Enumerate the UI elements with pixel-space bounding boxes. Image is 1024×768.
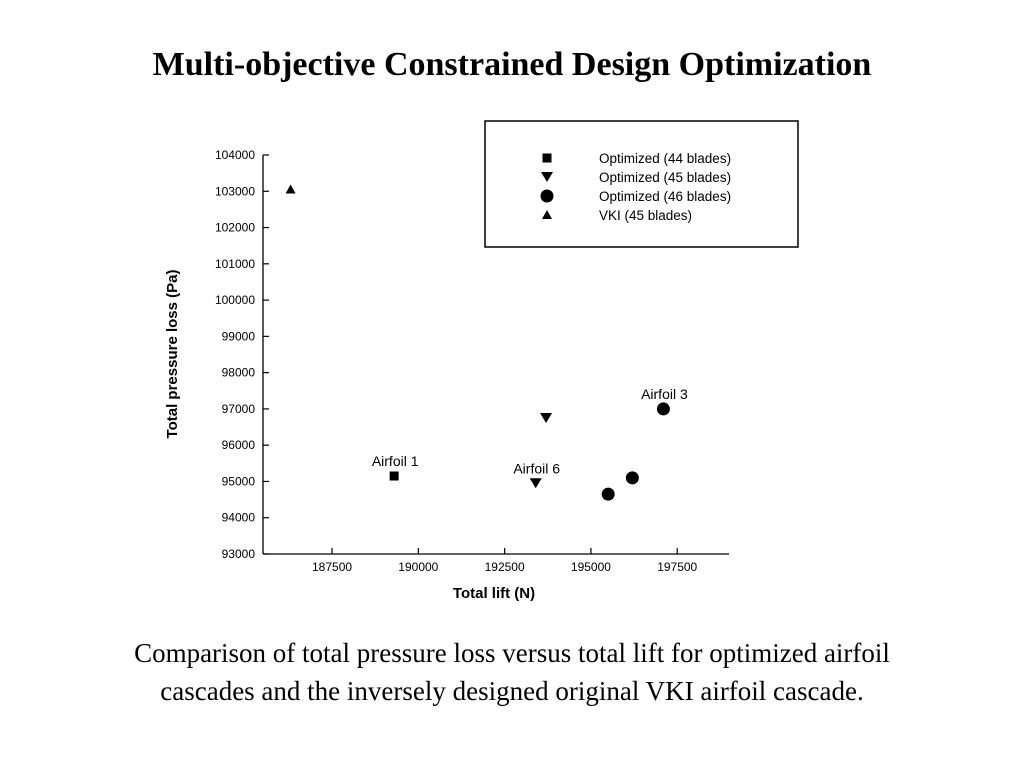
slide-title: Multi-objective Constrained Design Optim…	[152, 46, 872, 83]
legend: Optimized (44 blades) Optimized (45 blade…	[540, 151, 731, 223]
x-axis-label: Total lift (N)	[453, 585, 535, 602]
legend-entry: Optimized (46 blades)	[599, 189, 731, 204]
y-tick-label: 102000	[215, 221, 255, 235]
legend-marker	[542, 153, 552, 163]
data-point	[601, 487, 615, 501]
data-point	[656, 402, 670, 416]
legend-entry: Optimized (45 blades)	[599, 170, 731, 185]
point-annotations: Airfoil 1 Airfoil 6 Airfoil 3	[372, 386, 688, 476]
legend-marker	[542, 210, 552, 219]
legend-box	[484, 120, 799, 248]
y-axis-label: Total pressure loss (Pa)	[164, 270, 181, 439]
data-point	[529, 478, 542, 489]
caption-line-1: Comparison of total pressure loss versus…	[134, 638, 890, 668]
legend-marker	[541, 172, 553, 182]
caption-line-2: cascades and the inversely designed orig…	[160, 676, 864, 706]
y-tick-label: 99000	[222, 329, 256, 343]
x-tick-label: 190000	[398, 560, 438, 574]
legend-entry: VKI (45 blades)	[599, 208, 692, 223]
y-tick-label: 100000	[215, 293, 255, 307]
x-tick-label: 187500	[312, 560, 352, 574]
data-points	[285, 184, 670, 501]
y-tick-label: 93000	[222, 547, 256, 561]
y-tick-label: 101000	[215, 257, 255, 271]
y-tick-label: 96000	[222, 438, 256, 452]
y-tick-label: 94000	[222, 511, 256, 525]
data-point	[285, 184, 296, 194]
x-tick-label: 195000	[571, 560, 611, 574]
y-tick-label: 97000	[222, 402, 256, 416]
x-tick-label: 192500	[485, 560, 525, 574]
data-point	[625, 471, 639, 485]
legend-marker	[540, 189, 554, 203]
legend-entry: Optimized (44 blades)	[599, 151, 731, 166]
point-annotation: Airfoil 6	[513, 460, 560, 476]
y-ticks: 93000 94000 95000 96000 97000 98000 99000 10000…	[215, 148, 269, 561]
x-ticks: 187500 190000 192500 195000 197500	[312, 548, 698, 574]
y-tick-label: 104000	[215, 148, 255, 162]
data-point	[389, 471, 399, 481]
y-tick-label: 103000	[215, 184, 255, 198]
y-tick-label: 98000	[222, 366, 256, 380]
point-annotation: Airfoil 3	[641, 386, 688, 402]
data-point	[540, 412, 553, 423]
slide-caption: Comparison of total pressure loss versus…	[0, 634, 1024, 710]
point-annotation: Airfoil 1	[372, 453, 419, 469]
y-tick-label: 95000	[222, 474, 256, 488]
x-tick-label: 197500	[657, 560, 697, 574]
